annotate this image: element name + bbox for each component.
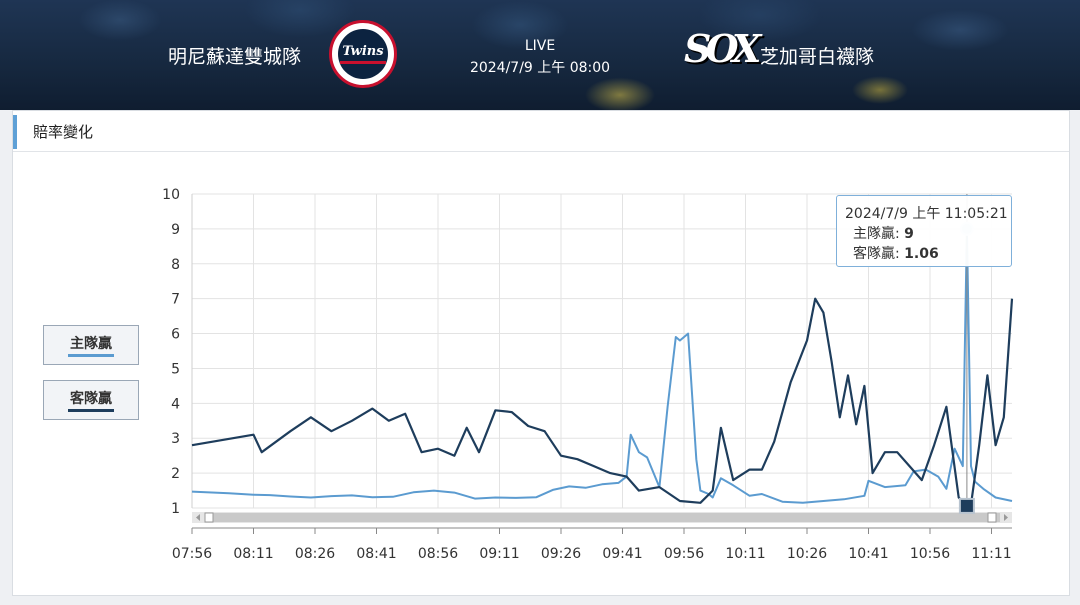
y-tick-label: 10 bbox=[162, 187, 180, 203]
y-tick-label: 1 bbox=[171, 501, 180, 517]
legend-home-line bbox=[68, 354, 114, 357]
x-tick-label: 10:11 bbox=[725, 546, 765, 562]
x-axis-ticks: 07:56 08:11 08:26 08:41 08:56 09:11 09:26 09:41… bbox=[172, 527, 1012, 562]
chart-series bbox=[191, 227, 1014, 507]
x-tick-label: 09:56 bbox=[664, 546, 704, 562]
x-tick-label: 08:26 bbox=[295, 546, 335, 562]
home-logo-badge bbox=[338, 29, 388, 79]
y-tick-label: 7 bbox=[171, 292, 180, 308]
y-tick-label: 3 bbox=[171, 431, 180, 447]
x-tick-label: 08:56 bbox=[418, 546, 458, 562]
x-tick-label: 11:11 bbox=[971, 546, 1011, 562]
panel-header: 賠率變化 bbox=[13, 111, 1069, 152]
home-logo-stripe bbox=[340, 61, 386, 64]
tooltip-time: 2024/7/9 上午 11:05:21 bbox=[845, 206, 1008, 222]
x-tick-label: 08:41 bbox=[356, 546, 396, 562]
legend-away-win-button[interactable]: 客隊贏 bbox=[43, 380, 139, 420]
y-tick-label: 5 bbox=[171, 361, 180, 377]
tooltip-away-value: 1.06 bbox=[904, 246, 939, 262]
x-tick-label: 09:26 bbox=[541, 546, 581, 562]
y-axis-ticks: 1 2 3 4 5 6 7 8 9 10 bbox=[162, 187, 180, 517]
x-tick-label: 10:26 bbox=[787, 546, 827, 562]
panel-accent-bar bbox=[13, 115, 17, 149]
y-tick-label: 2 bbox=[171, 466, 180, 482]
tooltip-home-label: 主隊贏: bbox=[853, 226, 900, 242]
y-tick-label: 4 bbox=[171, 396, 180, 412]
home-team-logo[interactable]: Twins bbox=[329, 20, 397, 88]
scrollbar-left-handle bbox=[204, 512, 214, 523]
y-tick-label: 8 bbox=[171, 257, 180, 273]
x-tick-label: 10:56 bbox=[910, 546, 950, 562]
tooltip-home-row: 主隊贏: 9 bbox=[853, 223, 914, 243]
scrollbar-right-handle bbox=[987, 512, 997, 523]
legend-away-line bbox=[68, 409, 114, 412]
legend-away-label: 客隊贏 bbox=[70, 391, 112, 407]
legend-home-win-button[interactable]: 主隊贏 bbox=[43, 325, 139, 365]
x-tick-label: 09:11 bbox=[479, 546, 519, 562]
tooltip-away-label: 客隊贏: bbox=[853, 246, 900, 262]
x-tick-label: 10:41 bbox=[848, 546, 888, 562]
series-away-win-line bbox=[191, 297, 1014, 507]
scroll-left-arrow-icon bbox=[196, 514, 200, 521]
away-value-marker bbox=[958, 497, 975, 514]
away-team-logo[interactable]: SOX bbox=[684, 20, 761, 88]
match-header: 明尼蘇達雙城隊 Twins LIVE 2024/7/9 上午 08:00 SOX… bbox=[0, 0, 1080, 110]
home-team-name[interactable]: 明尼蘇達雙城隊 bbox=[168, 46, 302, 68]
series-home-win-line bbox=[191, 227, 1013, 504]
away-logo-wordmark: SOX bbox=[684, 26, 761, 71]
y-tick-label: 9 bbox=[171, 222, 180, 238]
legend-home-label: 主隊贏 bbox=[70, 336, 112, 352]
chart-scrollbar[interactable] bbox=[192, 512, 1012, 523]
scroll-right-arrow-icon bbox=[1004, 514, 1008, 521]
tooltip-away-row: 客隊贏: 1.06 bbox=[853, 243, 939, 263]
panel-title: 賠率變化 bbox=[33, 123, 94, 141]
header-background bbox=[0, 0, 1080, 110]
match-status: LIVE bbox=[524, 38, 556, 54]
chart-tooltip: 2024/7/9 上午 11:05:21 主隊贏: 9 客隊贏: 1.06 bbox=[836, 195, 1012, 267]
x-tick-label: 09:41 bbox=[602, 546, 642, 562]
scrollbar-thumb bbox=[205, 513, 1000, 522]
x-tick-label: 08:11 bbox=[233, 546, 273, 562]
tooltip-home-value: 9 bbox=[904, 226, 914, 242]
home-logo-wordmark: Twins bbox=[342, 44, 384, 59]
match-datetime: 2024/7/9 上午 08:00 bbox=[469, 60, 611, 76]
y-tick-label: 6 bbox=[171, 327, 180, 343]
away-team-name[interactable]: 芝加哥白襪隊 bbox=[760, 46, 875, 68]
x-tick-label: 07:56 bbox=[172, 546, 212, 562]
